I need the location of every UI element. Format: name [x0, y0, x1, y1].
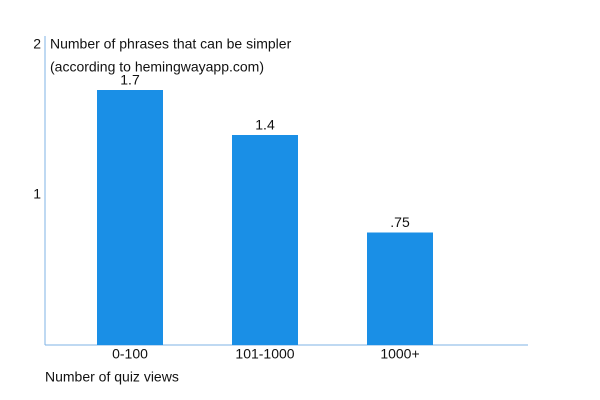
x-axis-label: Number of quiz views: [45, 369, 179, 385]
y-tick-label: 2: [33, 36, 41, 52]
x-tick-label: 101-1000: [235, 346, 294, 362]
x-tick-label: 1000+: [380, 346, 419, 362]
bar: [232, 135, 298, 345]
y-tick-label: 1: [33, 186, 41, 202]
chart-subtitle: (according to hemingwayapp.com): [50, 59, 264, 75]
bar: [97, 90, 163, 345]
x-tick-label: 0-100: [112, 346, 148, 362]
value-label: .75: [390, 214, 410, 230]
chart-title: Number of phrases that can be simpler: [50, 36, 292, 52]
value-label: 1.4: [255, 117, 275, 133]
value-label: 1.7: [120, 72, 140, 88]
bar: [367, 232, 433, 345]
